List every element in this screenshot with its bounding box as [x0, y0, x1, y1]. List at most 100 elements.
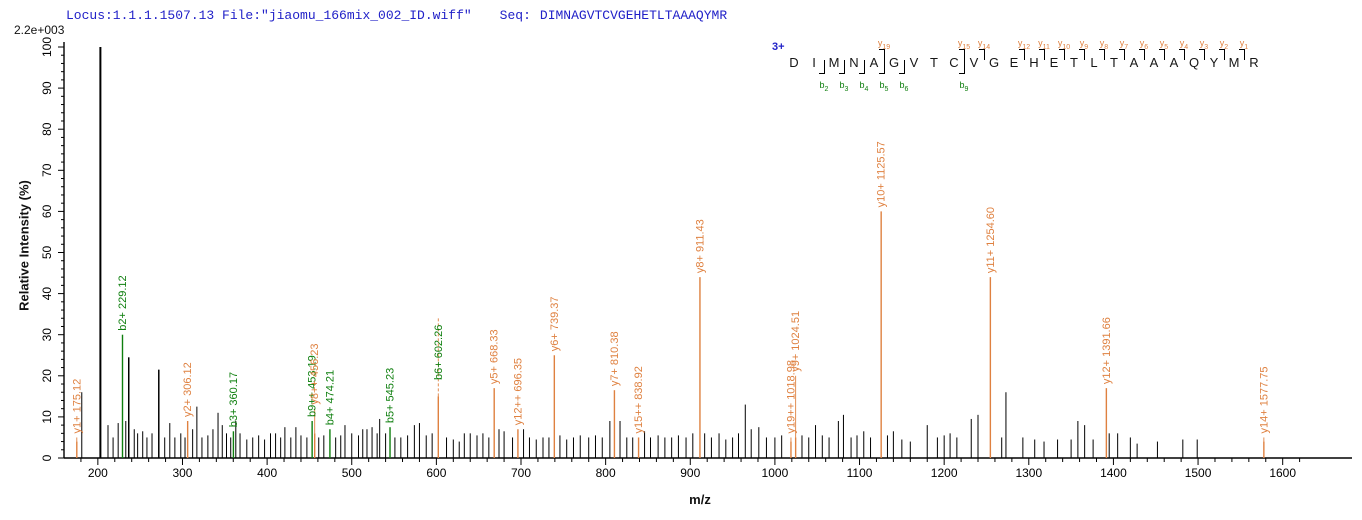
y-tick-label: 10	[40, 410, 54, 424]
x-tick-label: 600	[426, 466, 446, 480]
y-ion-label: y19	[877, 38, 891, 51]
peak-annotation: y7+ 810.38	[609, 331, 621, 386]
b-cleavage-mark	[899, 60, 905, 74]
residue: V	[909, 55, 919, 70]
y-ion-label: y11	[1038, 38, 1050, 51]
y-tick-label: 100	[40, 37, 54, 57]
y-tick-label: 70	[40, 163, 54, 177]
y-cleavage-mark	[1199, 49, 1205, 60]
x-tick-label: 200	[88, 466, 108, 480]
peak-labels: y1+ 175.12 b2+ 229.12 y2+ 306.12 b3+ 360.17…	[71, 141, 1270, 433]
residue: N	[849, 55, 859, 70]
residue: A	[1149, 55, 1159, 70]
peak-annotation: b2+ 229.12	[117, 275, 129, 330]
locus-file-label: Locus:1.1.1.1507.13 File:"jiaomu_166mix_…	[66, 8, 472, 23]
b-ion-label: b3	[839, 80, 849, 93]
x-tick-label: 1500	[1185, 466, 1212, 480]
x-tick-label: 500	[342, 466, 362, 480]
residue: H	[1029, 55, 1039, 70]
y-tick-label: 80	[40, 122, 54, 136]
peak-annotation: y2+ 306.12	[182, 362, 194, 417]
residue: A	[1129, 55, 1139, 70]
y-cleavage-mark	[1119, 49, 1125, 60]
residue: C	[949, 55, 959, 70]
peak-annotation: y12+ 1391.66	[1101, 317, 1113, 384]
y-ion-label: y14	[977, 38, 991, 51]
peak-annotation: y15++ 838.92	[633, 366, 645, 433]
residue: G	[988, 55, 1000, 70]
y-cleavage-mark	[1139, 49, 1145, 60]
y-ion-label: y15	[957, 38, 971, 51]
unmatched-peaks	[81, 47, 1198, 458]
y-tick-label: 30	[40, 328, 54, 342]
residue: R	[1249, 55, 1259, 70]
peak-annotation: y10+ 1125.57	[876, 141, 888, 207]
residue: M	[828, 55, 840, 70]
b-ion-label: b4	[859, 80, 869, 93]
y-ion-label: y12	[1017, 38, 1031, 51]
residue: G	[888, 55, 900, 70]
y-tick-label: 40	[40, 287, 54, 301]
residue: M	[1228, 55, 1240, 70]
peak-annotation: y12++ 696.35	[512, 358, 524, 425]
residue: T	[930, 55, 938, 70]
x-tick-label: 800	[596, 466, 616, 480]
residue-cell: C	[944, 40, 964, 98]
residue: Q	[1188, 55, 1200, 70]
peak-annotation: b5+ 545.23	[385, 368, 397, 423]
residue: A	[869, 55, 879, 70]
residue: Y	[1209, 55, 1219, 70]
y-ion-label: y9	[1079, 38, 1089, 51]
y-ion-label: y1	[1239, 38, 1249, 51]
b-ion-label: b9	[959, 80, 969, 93]
y-ion-label: y3	[1199, 38, 1209, 51]
y-cleavage-mark	[879, 49, 885, 60]
max-intensity-label: 2.2e+003	[14, 23, 65, 37]
b-cleavage-mark	[839, 60, 845, 74]
x-tick-label: 1600	[1269, 466, 1296, 480]
y-cleavage-mark	[1019, 49, 1025, 60]
y-tick-label: 0	[40, 454, 54, 461]
y-ion-label: y4	[1179, 38, 1189, 51]
b-ion-label: b2	[819, 80, 829, 93]
peak-annotation: y5+ 668.33	[489, 329, 501, 384]
b-cleavage-mark	[819, 60, 825, 74]
residue: V	[969, 55, 979, 70]
y-ion-label: y5	[1159, 38, 1169, 51]
annotated-peaks	[76, 211, 1265, 458]
residue-cell: I	[804, 40, 824, 98]
peak-annotation: b9++ 453.19	[307, 355, 319, 417]
y-cleavage-mark	[979, 49, 985, 60]
y-cleavage-mark	[1179, 49, 1185, 60]
peak-annotation: y9+ 1024.51	[790, 311, 802, 372]
x-tick-label: 1400	[1100, 466, 1127, 480]
y-cleavage-mark	[1219, 49, 1225, 60]
x-tick-label: 1200	[931, 466, 958, 480]
x-tick-label: 1000	[762, 466, 789, 480]
peak-annotation: y6+ 739.37	[549, 297, 561, 352]
x-axis-title: m/z	[689, 492, 711, 507]
x-tick-label: 1300	[1015, 466, 1042, 480]
x-tick-label: 900	[680, 466, 700, 480]
peak-annotation: y8++ 456.23	[309, 344, 321, 405]
peak-annotation: b4+ 474.21	[324, 370, 336, 425]
residue: T	[1070, 55, 1078, 70]
residue: D	[789, 55, 799, 70]
residue-cell: T	[924, 40, 944, 98]
peak-annotation: y1+ 175.12	[71, 379, 83, 434]
x-tick-label: 300	[172, 466, 192, 480]
y-ion-label: y8	[1099, 38, 1109, 51]
residue: E	[1009, 55, 1019, 70]
